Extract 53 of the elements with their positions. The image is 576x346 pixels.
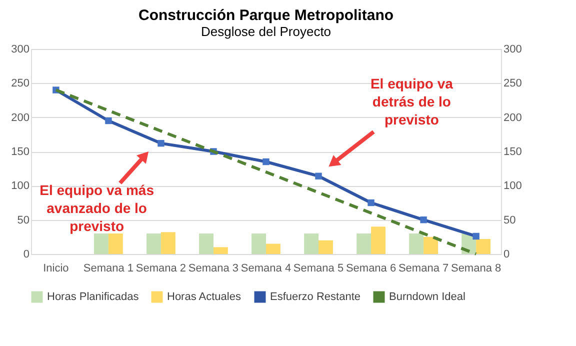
point bbox=[262, 158, 270, 166]
annotation: El equipo va detrás de lo previsto bbox=[370, 75, 454, 128]
y-tick-label: 50 bbox=[17, 214, 30, 226]
legend-label: Esfuerzo Restante bbox=[270, 291, 360, 303]
annotation: El equipo va más avanzado de lo previsto bbox=[40, 182, 154, 234]
bar bbox=[424, 236, 438, 254]
x-tick-label: Semana 2 bbox=[136, 262, 186, 274]
x-tick-label: Inicio bbox=[43, 262, 69, 274]
y2-tick-label: 50 bbox=[504, 214, 516, 226]
y-tick-label: 0 bbox=[23, 248, 30, 260]
y2-tick-label: 100 bbox=[504, 180, 522, 192]
x-tick-label: Semana 8 bbox=[450, 262, 502, 274]
x-tick-label: Semana 7 bbox=[398, 262, 449, 274]
x-tick-label: Semana 6 bbox=[346, 262, 396, 274]
legend-label: Horas Actuales bbox=[167, 291, 242, 303]
x-tick-label: Semana 3 bbox=[188, 262, 239, 274]
bar bbox=[252, 234, 266, 254]
y-tick-label: 150 bbox=[11, 146, 30, 158]
legend-label: Horas Planificadas bbox=[47, 291, 140, 303]
point bbox=[158, 140, 164, 147]
y2-tick-label: 250 bbox=[504, 78, 522, 90]
y2-tick-label: 300 bbox=[504, 44, 522, 56]
y-tick-label: 100 bbox=[11, 180, 30, 192]
bar bbox=[304, 234, 319, 254]
bar bbox=[318, 240, 333, 254]
y2-tick-label: 150 bbox=[504, 146, 522, 158]
bar bbox=[476, 238, 490, 254]
chart-title: Construcción Parque Metropolitano bbox=[138, 7, 394, 24]
bar bbox=[108, 234, 123, 254]
x-tick-label: Semana 4 bbox=[240, 262, 292, 274]
bar bbox=[371, 226, 386, 254]
y-tick-label: 250 bbox=[11, 78, 30, 90]
chart-subtitle: Desglose del Proyecto bbox=[200, 24, 332, 39]
point bbox=[472, 232, 480, 240]
x-tick-label: Semana 5 bbox=[293, 262, 344, 274]
point bbox=[315, 172, 322, 180]
legend-label: Burndown Ideal bbox=[389, 291, 466, 303]
bar bbox=[199, 234, 214, 254]
y2-tick-label: 200 bbox=[504, 112, 522, 124]
bar bbox=[146, 234, 161, 254]
point bbox=[368, 199, 374, 206]
bar bbox=[160, 232, 176, 254]
point bbox=[420, 216, 427, 224]
bar bbox=[409, 234, 424, 254]
y-tick-label: 300 bbox=[11, 44, 30, 56]
bar bbox=[356, 234, 372, 254]
bar bbox=[266, 244, 280, 254]
y2-tick-label: 0 bbox=[504, 248, 510, 260]
point bbox=[105, 117, 112, 124]
bar bbox=[94, 234, 108, 254]
x-tick-label: Semana 1 bbox=[83, 262, 134, 274]
y-tick-label: 200 bbox=[11, 112, 30, 124]
bar bbox=[213, 247, 228, 254]
